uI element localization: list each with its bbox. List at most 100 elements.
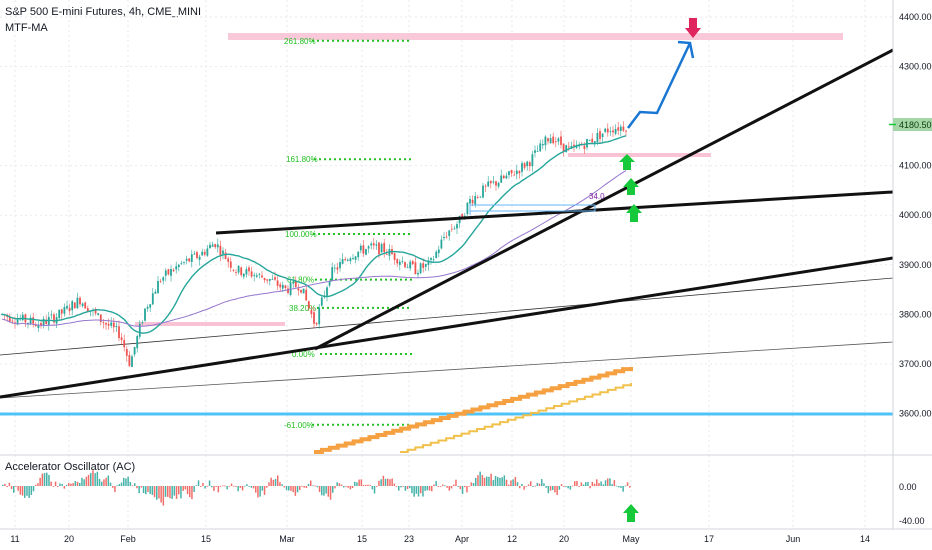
- oscillator-bar: [373, 486, 376, 494]
- candle-body: [414, 262, 417, 275]
- candle-body: [292, 281, 295, 284]
- date-axis[interactable]: 11 20 Feb 15 Mar 15 23 Apr 12 20 May 17 Jun 14: [10, 534, 870, 544]
- candle-body: [294, 281, 297, 288]
- oscillator-bar: [32, 486, 35, 492]
- fibonacci-levels: 261.80% 161.80% 100.00% 61.80% 38.20% 0.00% -6…: [284, 37, 412, 430]
- price-tick-label: 3800.00: [899, 309, 932, 319]
- candlesticks: [1, 121, 627, 368]
- candle-body: [34, 325, 37, 327]
- oscillator-bar: [63, 486, 66, 489]
- oscillator-bar: [160, 486, 162, 503]
- candle-body: [401, 261, 404, 263]
- candle-body: [328, 281, 331, 286]
- oscillator-bar: [448, 486, 451, 491]
- oscillator-bar: [61, 483, 63, 486]
- oscillator-bar: [171, 486, 173, 499]
- oscillator-bar: [215, 486, 217, 487]
- oscillator-bar: [532, 486, 534, 487]
- candle-body: [510, 169, 513, 174]
- candle-body: [180, 262, 183, 264]
- candle-body: [492, 181, 495, 183]
- fib-level-label: 100.00%: [285, 230, 317, 239]
- candle-body: [383, 242, 386, 253]
- candle-body: [60, 309, 63, 314]
- oscillator-bar: [72, 483, 74, 486]
- oscillator-bar: [101, 481, 103, 486]
- oscillator-bar: [200, 486, 202, 487]
- candle-body: [601, 133, 604, 138]
- oscillator-bar: [94, 473, 96, 486]
- oscillator-bar: [486, 476, 488, 486]
- oscillator-bar: [541, 479, 543, 486]
- oscillator-bar: [206, 486, 209, 487]
- oscillator-bar: [543, 483, 545, 486]
- date-tick-label: Feb: [120, 534, 136, 544]
- indicator-label[interactable]: MTF-MA: [5, 22, 48, 34]
- symbol-title[interactable]: S&P 500 E-mini Futures, 4h, CME_MINI: [5, 6, 202, 18]
- candle-body: [427, 260, 430, 265]
- price-tick-label: 4400.00: [899, 12, 932, 22]
- date-tick-label: 15: [357, 534, 367, 544]
- oscillator-bar: [378, 480, 380, 486]
- oscillator-bar: [514, 477, 517, 486]
- candle-body: [531, 154, 534, 167]
- candle-body: [149, 304, 152, 308]
- candle-body: [344, 259, 347, 261]
- oscillator-bar: [156, 486, 158, 500]
- candle-body: [258, 274, 261, 275]
- candle-body: [99, 314, 102, 322]
- candle-body: [617, 127, 620, 131]
- candle-body: [534, 150, 536, 153]
- oscillator-bar: [521, 483, 523, 486]
- candle-body: [528, 162, 531, 167]
- candle-body: [466, 202, 469, 215]
- oscillator-bar: [585, 482, 587, 486]
- candle-body: [159, 280, 162, 282]
- candle-body: [276, 280, 279, 286]
- candle-body: [588, 140, 591, 141]
- oscillator-bar: [85, 476, 88, 486]
- oscillator-title[interactable]: Accelerator Oscillator (AC): [5, 461, 135, 473]
- oscillator-bar: [158, 486, 160, 499]
- oscillator-bar: [338, 483, 341, 486]
- oscillator-bar: [140, 486, 143, 488]
- oscillator-bar: [499, 477, 501, 486]
- oscillator-bar: [134, 483, 136, 486]
- oscillator-bar: [76, 481, 79, 486]
- candle-body: [263, 277, 266, 281]
- candle-body: [500, 175, 503, 183]
- candle-body: [549, 138, 552, 144]
- candle-body: [484, 185, 487, 187]
- candle-body: [203, 251, 206, 255]
- oscillator-bar: [400, 486, 402, 488]
- oscillator-bar: [556, 486, 558, 495]
- candle-body: [320, 297, 323, 306]
- candle-body: [453, 228, 456, 230]
- candle-body: [365, 249, 367, 255]
- oscillator-bar: [354, 481, 356, 486]
- price-axis[interactable]: 4400.00 4300.00 4100.00 4000.00 3900.00 3800.…: [899, 12, 932, 418]
- candle-body: [136, 335, 139, 349]
- candle-body: [188, 258, 191, 262]
- oscillator-bar: [266, 486, 268, 488]
- candle-body: [97, 313, 100, 316]
- oscillator-bar: [367, 484, 369, 486]
- oscillator-bar: [74, 481, 77, 486]
- oscillator-bar: [162, 486, 165, 506]
- candle-body: [375, 244, 378, 246]
- candle-body: [476, 197, 479, 198]
- candle-body: [274, 277, 276, 280]
- candle-body: [385, 253, 388, 255]
- oscillator-bar: [329, 486, 332, 500]
- date-tick-label: Mar: [279, 534, 295, 544]
- oscillator-bar: [48, 474, 50, 486]
- oscillator-bar: [151, 486, 154, 495]
- oscillator-bar: [109, 482, 112, 486]
- candle-body: [110, 322, 113, 326]
- oscillator-bar: [398, 486, 400, 491]
- candle-body: [565, 145, 568, 153]
- orange-band-lower: [400, 383, 632, 453]
- oscillator-bar: [620, 486, 622, 488]
- oscillator-bar: [428, 486, 431, 491]
